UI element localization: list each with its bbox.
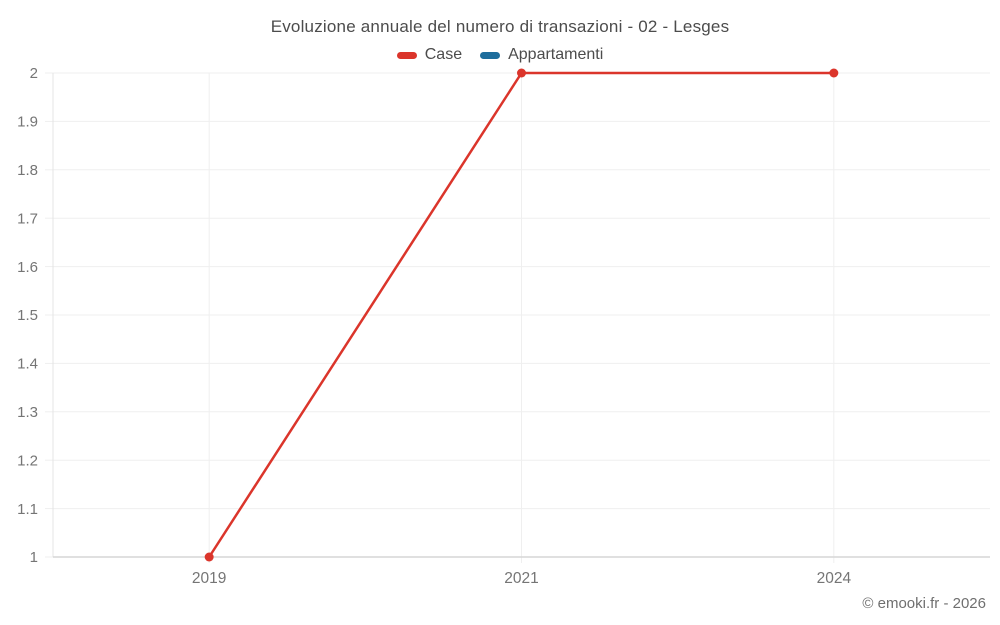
svg-text:1.1: 1.1 bbox=[17, 501, 38, 518]
legend-label-case: Case bbox=[424, 46, 463, 63]
case-series-marker-icon bbox=[396, 51, 417, 59]
svg-text:2: 2 bbox=[30, 65, 38, 82]
svg-text:1.6: 1.6 bbox=[17, 259, 38, 276]
svg-text:1.3: 1.3 bbox=[17, 404, 38, 421]
svg-text:1.7: 1.7 bbox=[17, 210, 38, 227]
svg-text:2019: 2019 bbox=[192, 570, 226, 587]
copyright-credit: © emooki.fr - 2026 bbox=[862, 595, 986, 612]
legend-item-appartamenti[interactable]: Appartamenti bbox=[480, 46, 603, 64]
svg-text:1.4: 1.4 bbox=[17, 356, 38, 373]
legend-item-case[interactable]: Case bbox=[396, 46, 463, 64]
svg-text:1: 1 bbox=[30, 549, 38, 566]
svg-text:1.2: 1.2 bbox=[17, 452, 38, 469]
legend-label-appartamenti: Appartamenti bbox=[508, 46, 604, 63]
legend: Case Appartamenti bbox=[0, 46, 1000, 64]
svg-text:2021: 2021 bbox=[504, 570, 538, 587]
chart-title: Evoluzione annuale del numero di transaz… bbox=[270, 17, 730, 36]
svg-text:2024: 2024 bbox=[817, 570, 852, 587]
svg-text:1.8: 1.8 bbox=[17, 162, 38, 179]
svg-text:1.5: 1.5 bbox=[17, 307, 38, 324]
svg-text:1.9: 1.9 bbox=[17, 114, 38, 131]
appartamenti-series-marker-icon bbox=[480, 51, 501, 59]
